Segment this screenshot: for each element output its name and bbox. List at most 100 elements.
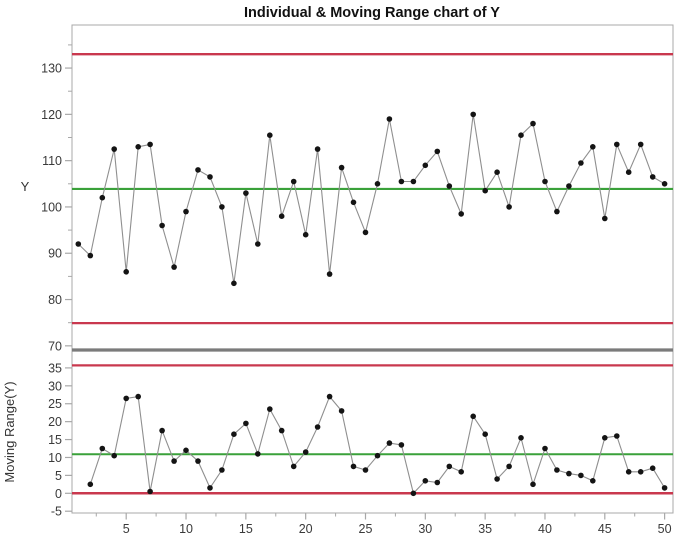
y-tick-label-moving-range: 10 xyxy=(48,451,62,465)
moving-range-data-point xyxy=(566,470,572,477)
moving-range-data-point xyxy=(267,406,273,412)
x-tick-label: 15 xyxy=(239,522,253,536)
individuals-data-point xyxy=(637,141,644,148)
y-tick-label-moving-range: 20 xyxy=(48,415,62,429)
moving-range-data-point xyxy=(159,427,165,434)
plot-area-border xyxy=(71,24,674,514)
individuals-data-point xyxy=(590,144,596,150)
moving-range-data-point xyxy=(338,408,345,414)
y-tick-label-moving-range: 35 xyxy=(48,361,62,375)
moving-range-data-point xyxy=(398,442,405,448)
individuals-data-point xyxy=(542,178,548,185)
individuals-data-point xyxy=(374,181,381,187)
moving-range-data-point xyxy=(649,465,656,472)
moving-range-data-point xyxy=(326,393,333,400)
moving-range-data-point xyxy=(554,467,560,473)
individuals-data-point xyxy=(87,252,94,259)
y-tick-label-individual: 110 xyxy=(42,154,62,168)
moving-range-data-point xyxy=(614,433,620,439)
moving-range-data-point xyxy=(207,485,213,491)
moving-range-data-point xyxy=(99,445,106,452)
moving-range-data-point xyxy=(530,481,536,488)
individuals-data-point xyxy=(195,167,201,173)
individuals-data-point xyxy=(386,116,393,122)
moving-range-data-point xyxy=(231,431,237,438)
individuals-data-point xyxy=(326,271,333,277)
x-tick-label: 10 xyxy=(179,522,193,536)
individuals-data-point xyxy=(398,178,405,185)
individuals-data-point xyxy=(290,178,297,185)
x-tick-label: 40 xyxy=(538,522,552,536)
individuals-series-line xyxy=(77,114,665,284)
individuals-data-point xyxy=(578,160,584,166)
individuals-data-point xyxy=(243,190,249,196)
moving-range-data-point xyxy=(219,467,225,473)
individuals-data-point xyxy=(302,231,309,238)
individuals-data-point xyxy=(554,208,560,215)
individuals-data-point xyxy=(75,241,82,247)
y-tick-label-moving-range: 0 xyxy=(55,487,62,501)
moving-range-data-point xyxy=(243,420,249,427)
individuals-data-point xyxy=(171,264,177,270)
individuals-data-point xyxy=(147,141,153,148)
moving-range-data-point xyxy=(470,413,477,420)
moving-range-data-point xyxy=(518,435,524,441)
individuals-data-point xyxy=(267,132,273,138)
individuals-data-point xyxy=(111,146,117,152)
moving-range-data-point xyxy=(625,469,632,475)
individuals-data-point xyxy=(614,141,620,148)
y-tick-label-individual: 120 xyxy=(41,108,62,122)
individuals-data-point xyxy=(530,120,536,127)
moving-range-data-point xyxy=(494,476,500,482)
moving-range-data-point xyxy=(410,490,417,497)
moving-range-data-point xyxy=(578,472,584,479)
individuals-data-point xyxy=(278,213,285,219)
moving-range-data-point xyxy=(123,395,129,402)
individuals-data-point xyxy=(470,111,477,118)
individuals-data-point xyxy=(422,162,429,169)
moving-range-data-point xyxy=(434,479,441,486)
x-tick-label: 20 xyxy=(299,522,313,536)
moving-range-data-point xyxy=(290,463,297,470)
moving-range-data-point xyxy=(171,458,177,464)
moving-range-data-point xyxy=(87,481,94,488)
x-tick-label: 50 xyxy=(658,522,672,536)
x-tick-label: 45 xyxy=(598,522,612,536)
individuals-data-point xyxy=(183,208,189,215)
individuals-data-point xyxy=(602,215,608,222)
moving-range-data-point xyxy=(422,478,429,484)
y-axis-label-moving-range: Moving Range(Y) xyxy=(2,381,17,482)
individuals-data-point xyxy=(566,183,572,189)
individuals-data-point xyxy=(99,194,106,201)
individuals-data-point xyxy=(482,187,489,194)
moving-range-data-point xyxy=(254,451,261,457)
moving-range-data-point xyxy=(482,431,489,438)
moving-range-data-point xyxy=(590,478,596,484)
individuals-data-point xyxy=(338,164,345,171)
x-tick-label: 5 xyxy=(123,522,130,536)
moving-range-data-point xyxy=(386,440,393,446)
y-tick-label-individual: 80 xyxy=(48,293,62,307)
individuals-data-point xyxy=(362,229,369,236)
y-tick-label-individual: 90 xyxy=(48,247,62,261)
individuals-data-point xyxy=(410,178,417,185)
y-axis-label-individual: Y xyxy=(21,179,30,194)
moving-range-data-point xyxy=(147,488,153,495)
moving-range-data-point xyxy=(111,452,117,459)
moving-range-data-point xyxy=(506,463,512,470)
y-tick-label-moving-range: 25 xyxy=(48,397,62,411)
x-tick-label: 25 xyxy=(359,522,373,536)
y-tick-label-individual: 100 xyxy=(41,200,62,214)
y-tick-label-individual: 70 xyxy=(48,339,62,353)
moving-range-data-point xyxy=(302,449,309,455)
y-tick-label-moving-range: -5 xyxy=(51,505,62,519)
individuals-data-point xyxy=(494,169,500,175)
individuals-data-point xyxy=(254,241,261,247)
y-tick-label-moving-range: 15 xyxy=(48,433,62,447)
moving-range-data-point xyxy=(195,458,201,464)
individuals-data-point xyxy=(446,183,453,189)
y-tick-label-moving-range: 30 xyxy=(48,379,62,393)
moving-range-data-point xyxy=(542,445,548,452)
moving-range-data-point xyxy=(458,469,465,475)
